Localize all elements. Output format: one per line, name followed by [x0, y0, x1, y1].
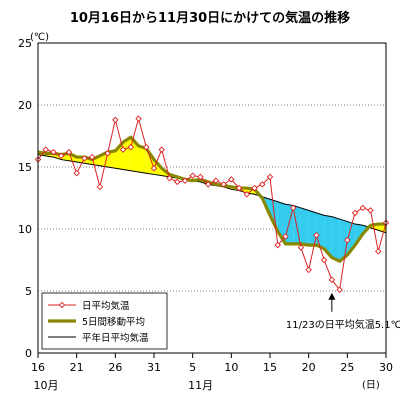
daily-temp-point	[351, 209, 359, 217]
x-tick-label: 31	[147, 361, 161, 374]
month-label: 11月	[188, 379, 213, 392]
daily-temp-point	[88, 153, 96, 161]
daily-temp-point	[336, 286, 343, 293]
annotation: 11/23の日平均気温5.1℃	[286, 292, 400, 331]
below-normal-fill	[316, 212, 325, 249]
daily-temp-point	[259, 181, 266, 188]
daily-temp-point	[50, 148, 57, 156]
daily-temp-point	[282, 233, 289, 240]
daily-temp-point	[266, 173, 274, 181]
daily-temp-line	[37, 116, 387, 291]
daily-temp-point	[320, 256, 328, 264]
x-tick-label: 16	[31, 361, 45, 374]
daily-temp-point	[73, 169, 80, 177]
y-tick-label: 5	[25, 285, 32, 298]
daily-temp-point	[197, 173, 204, 181]
daily-temp-point	[204, 181, 212, 188]
daily-temp-point	[228, 176, 235, 183]
legend-label: 日平均気温	[82, 300, 130, 312]
daily-temp-point	[150, 165, 158, 172]
daily-temp-point	[143, 143, 150, 151]
y-tick-label: 20	[18, 99, 32, 112]
daily-temp-point	[112, 116, 119, 124]
y-tick-label: 15	[18, 161, 32, 174]
x-tick-label: 25	[340, 361, 354, 374]
x-tick-label: 15	[263, 361, 277, 374]
daily-temp-point	[289, 204, 297, 212]
x-tick-label: 10	[224, 361, 238, 374]
plot-frame	[37, 42, 387, 354]
daily-temp-point	[243, 191, 251, 198]
daily-temp-point	[375, 248, 382, 255]
daily-temp-point	[235, 184, 243, 192]
daily-temp-point	[166, 174, 173, 182]
annotation-text: 11/23の日平均気温5.1℃	[286, 318, 400, 331]
series-lines	[34, 115, 390, 293]
legend-label: 平年日平均気温	[82, 332, 149, 344]
daily-temp-point	[57, 152, 65, 160]
x-axis-unit: (日)	[362, 380, 380, 391]
moving-average-line	[37, 135, 386, 263]
daily-temp-point	[359, 204, 367, 212]
below-normal-fill	[300, 207, 309, 246]
y-tick-label: 10	[18, 223, 32, 236]
normal-temp-line	[37, 154, 387, 234]
daily-temp-point	[119, 146, 127, 153]
y-tick-label: 25	[18, 37, 32, 50]
daily-temp-point	[104, 150, 111, 157]
daily-temp-point	[42, 146, 49, 153]
below-normal-fill	[293, 205, 301, 244]
daily-temp-point	[313, 231, 320, 239]
daily-temp-point	[127, 143, 135, 151]
daily-temp-point	[181, 177, 189, 184]
daily-temp-point	[173, 178, 181, 186]
daily-temp-point	[158, 146, 165, 153]
daily-temp-point	[297, 244, 305, 251]
chart-title: 10月16日から11月30日にかけての気温の推移	[70, 10, 350, 26]
axes: 0 5 10 15 20 25 16 21 26 31 5 10 15 20 25 30 10月 11月	[18, 37, 393, 392]
daily-temp-point	[251, 184, 258, 192]
above-normal-fill	[138, 145, 147, 174]
x-tick-label: 21	[70, 361, 84, 374]
daily-temp-point	[305, 266, 312, 274]
daily-temp-point	[65, 148, 73, 156]
daily-temp-point	[220, 181, 227, 188]
daily-temp-point	[189, 172, 196, 179]
daily-temp-point	[212, 177, 220, 184]
legend-daily-marker	[58, 301, 66, 309]
annotation-arrowhead	[328, 292, 336, 300]
month-label: 10月	[34, 379, 59, 392]
x-tick-label: 20	[302, 361, 316, 374]
above-normal-fill	[107, 150, 116, 169]
daily-temp-point	[96, 183, 104, 191]
y-axis-unit: (℃)	[30, 32, 49, 43]
x-tick-label: 5	[189, 361, 196, 374]
x-tick-label: 30	[379, 361, 393, 374]
daily-temp-point	[328, 276, 336, 284]
daily-temp-point	[274, 241, 281, 249]
daily-temp-point	[81, 155, 88, 162]
y-tick-label: 0	[25, 347, 32, 360]
daily-temp-point	[367, 207, 374, 214]
below-normal-fill	[331, 216, 340, 262]
above-normal-fill	[123, 137, 131, 171]
daily-temp-point	[135, 115, 142, 122]
gridlines	[38, 104, 386, 292]
daily-temp-point	[344, 236, 351, 244]
legend-label: 5日間移動平均	[82, 316, 145, 328]
below-normal-fill	[324, 215, 332, 258]
x-tick-label: 26	[108, 361, 122, 374]
